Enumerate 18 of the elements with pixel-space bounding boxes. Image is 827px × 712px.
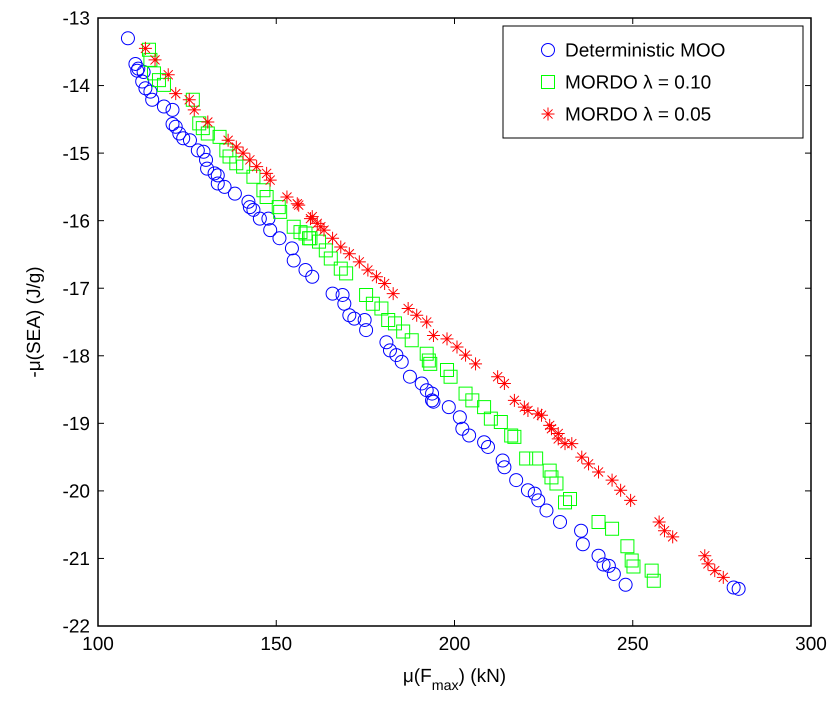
- y-tick-label: -16: [62, 211, 90, 232]
- y-axis-title: -μ(SEA) (J/g): [24, 266, 45, 378]
- x-tick-label: 250: [616, 634, 649, 655]
- y-tick-label: -13: [62, 8, 90, 30]
- x-tick-label: 300: [795, 634, 827, 655]
- x-tick-label: 150: [260, 634, 292, 655]
- y-tick-label: -20: [62, 482, 90, 503]
- y-tick-label: -19: [62, 414, 90, 435]
- legend-label: MORDO λ = 0.05: [565, 104, 712, 126]
- x-axis-title: μ(F$_{max}$) (kN): [402, 666, 506, 694]
- y-tick-label: -14: [62, 76, 90, 98]
- y-tick-label: -18: [62, 346, 90, 368]
- x-tick-label: 200: [438, 634, 470, 655]
- y-tick-label: -21: [62, 549, 90, 570]
- y-tick-label: -17: [62, 278, 90, 300]
- legend-label: Deterministic MOO: [565, 40, 726, 62]
- legend-label: MORDO λ = 0.10: [565, 72, 712, 94]
- y-tick-label: -15: [62, 144, 90, 165]
